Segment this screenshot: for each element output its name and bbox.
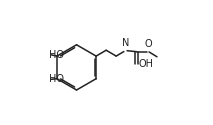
- Text: HO: HO: [49, 50, 64, 60]
- Text: N: N: [122, 38, 129, 48]
- Text: OH: OH: [138, 59, 153, 69]
- Text: O: O: [144, 39, 152, 49]
- Text: HO: HO: [49, 74, 64, 84]
